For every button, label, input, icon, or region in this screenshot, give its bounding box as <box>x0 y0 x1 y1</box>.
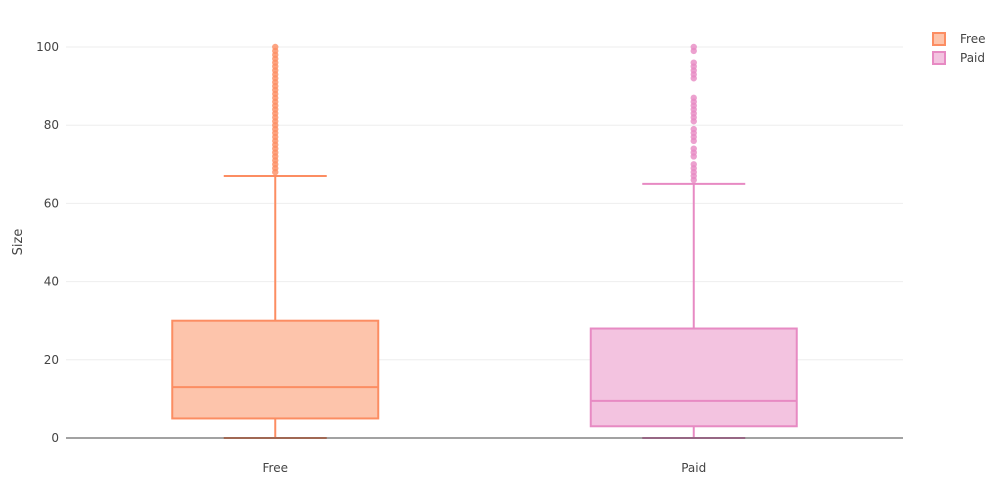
y-tick-label: 60 <box>44 196 59 210</box>
legend-item-paid[interactable]: Paid <box>932 51 985 65</box>
legend-label: Free <box>960 32 985 46</box>
gridlines <box>66 46 903 361</box>
x-axis-ticks: Free Paid <box>263 461 707 475</box>
outlier-point <box>690 145 697 152</box>
plot-area <box>171 43 798 439</box>
y-tick-label: 20 <box>44 353 59 367</box>
box-paid <box>589 43 798 439</box>
y-axis-ticks: 0 20 40 60 80 100 <box>36 40 59 445</box>
legend-label: Paid <box>960 51 985 65</box>
outlier-point <box>690 125 697 133</box>
y-axis-title: Size <box>11 229 26 256</box>
outlier-point <box>272 43 279 51</box>
x-tick-label: Paid <box>681 461 706 475</box>
legend[interactable]: Free Paid <box>932 32 985 65</box>
interquartile-box <box>171 319 380 420</box>
y-tick-label: 80 <box>44 118 59 132</box>
x-tick-label: Free <box>263 461 288 475</box>
legend-item-free[interactable]: Free <box>932 32 985 46</box>
y-tick-label: 100 <box>36 40 59 54</box>
box-free <box>171 43 380 439</box>
interquartile-box <box>589 327 798 428</box>
outlier-point <box>690 59 697 66</box>
outlier-point <box>690 43 697 51</box>
legend-swatch <box>932 32 946 46</box>
outlier-point <box>690 161 697 168</box>
y-tick-label: 0 <box>51 431 59 445</box>
outlier-point <box>690 94 697 102</box>
y-tick-label: 40 <box>44 275 59 289</box>
legend-swatch <box>932 51 946 65</box>
